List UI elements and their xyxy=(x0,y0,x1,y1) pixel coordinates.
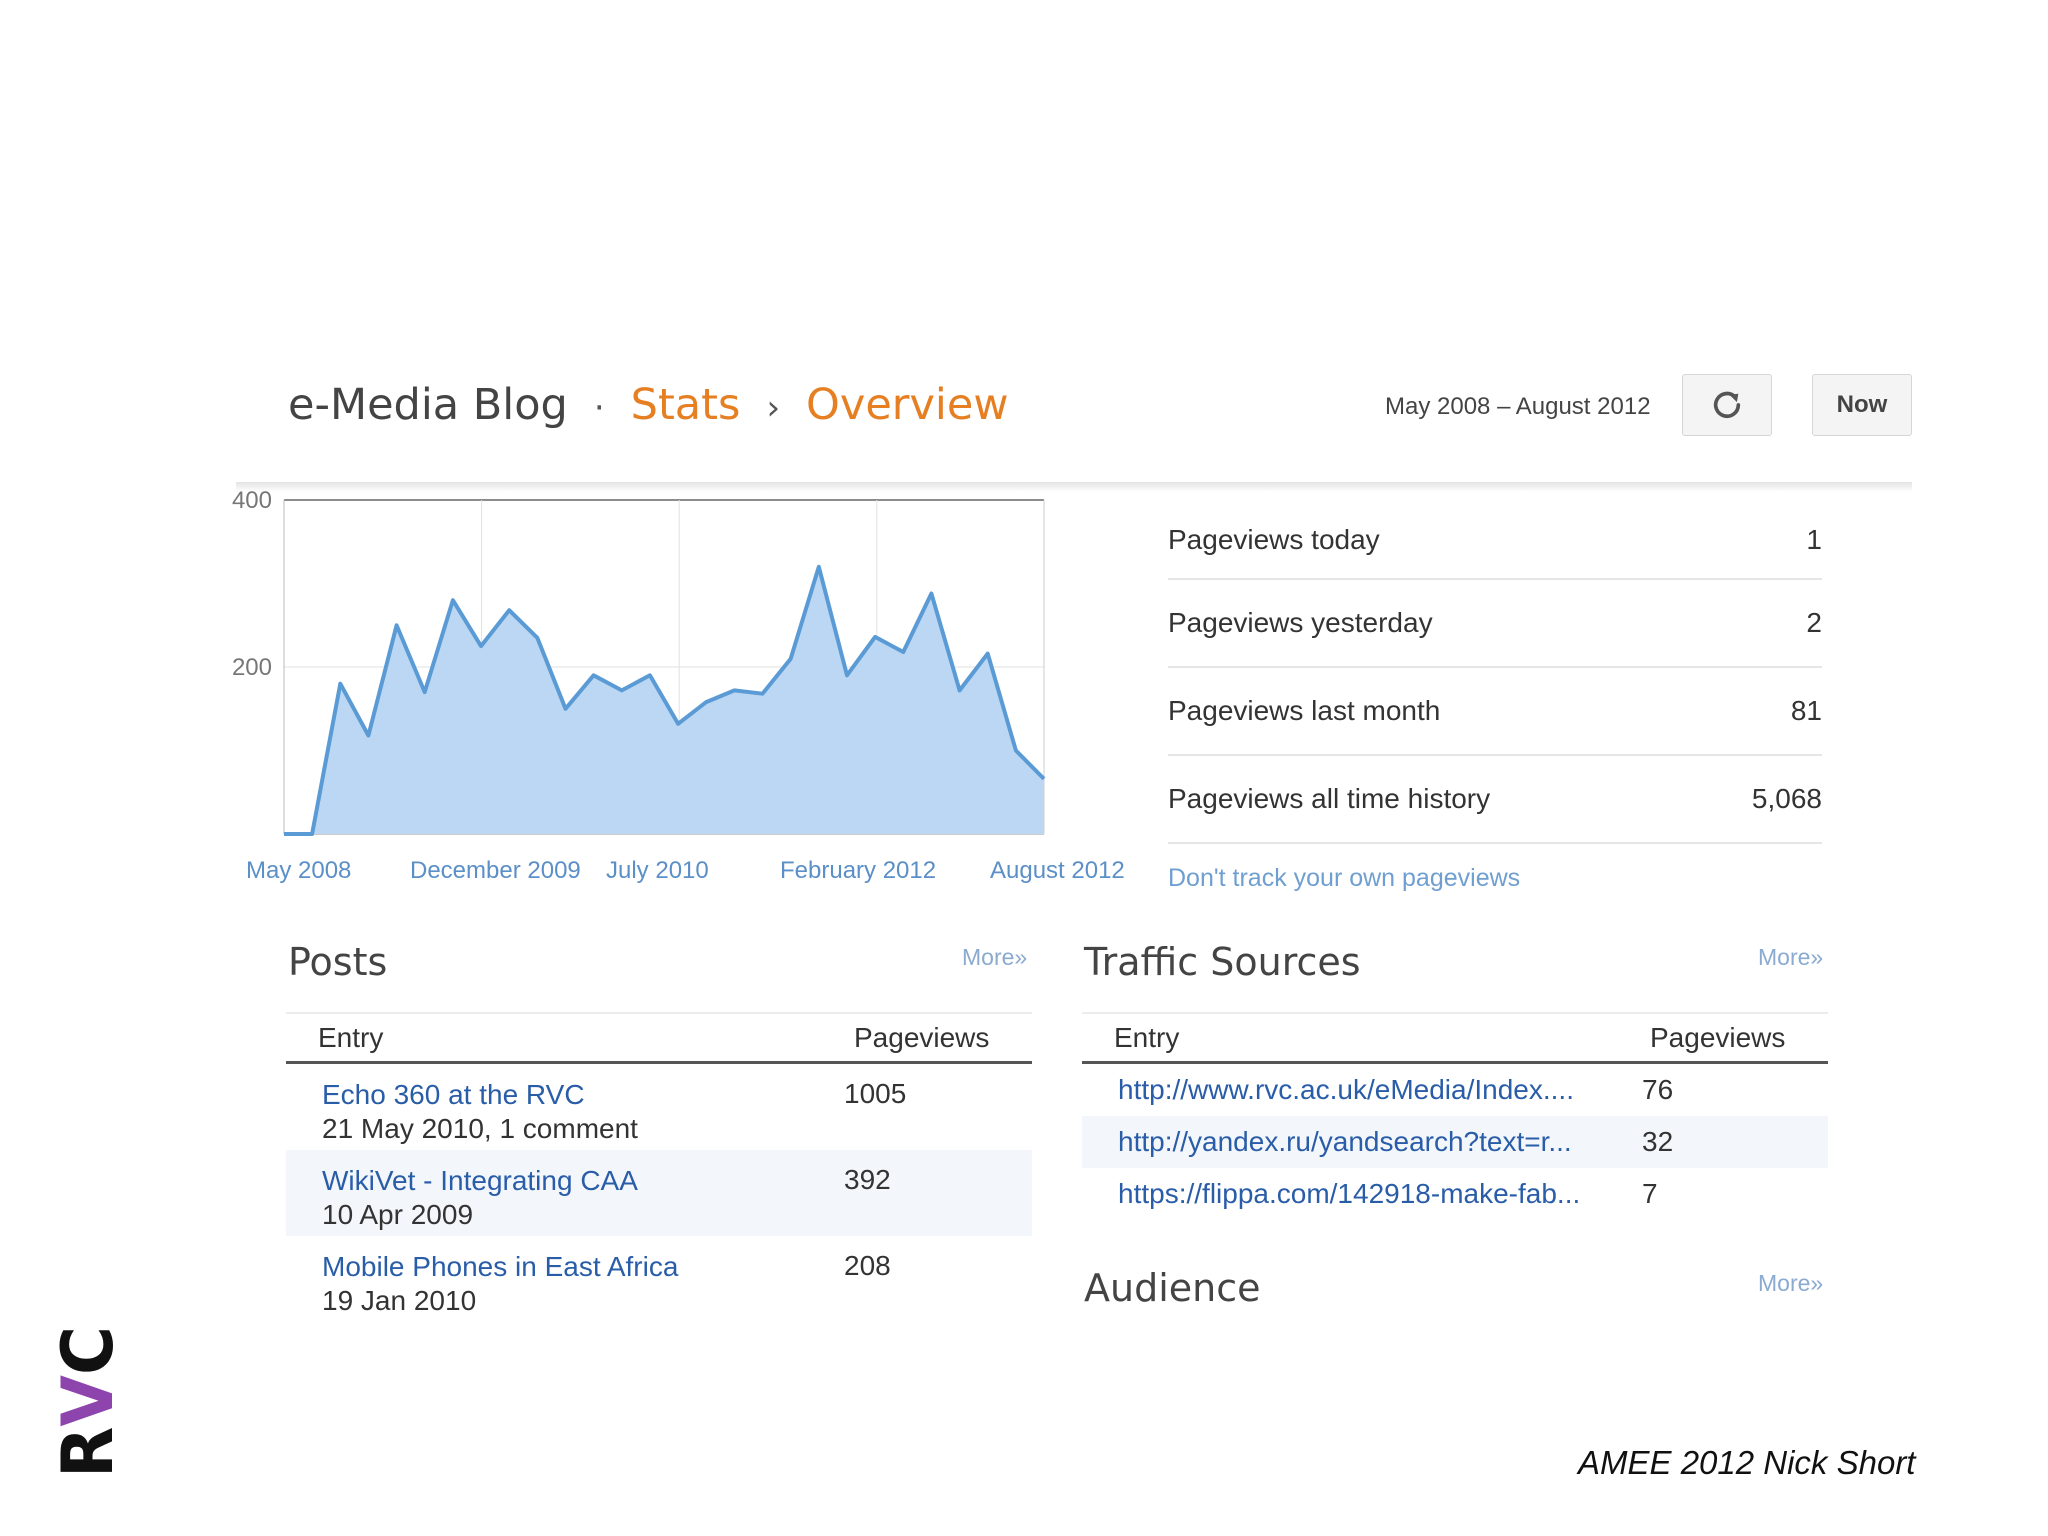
table-row: https://flippa.com/142918-make-fab... 7 xyxy=(1082,1168,1828,1220)
post-title-link[interactable]: WikiVet - Integrating CAA xyxy=(322,1165,638,1196)
stat-row-last-month: Pageviews last month 81 xyxy=(1168,668,1822,756)
traffic-source-link[interactable]: http://yandex.ru/yandsearch?text=r... xyxy=(1118,1126,1572,1157)
stat-row-yesterday: Pageviews yesterday 2 xyxy=(1168,580,1822,668)
column-header-pageviews[interactable]: Pageviews xyxy=(1650,1021,1786,1053)
stat-value: 2 xyxy=(1806,607,1822,638)
table-row: http://yandex.ru/yandsearch?text=r... 32 xyxy=(1082,1116,1828,1168)
traffic-sources-title: Traffic Sources xyxy=(1084,940,1361,984)
chart-line xyxy=(284,564,1046,836)
post-title-link[interactable]: Mobile Phones in East Africa xyxy=(322,1251,679,1282)
audience-title: Audience xyxy=(1084,1266,1261,1310)
post-meta: 21 May 2010, 1 comment xyxy=(322,1113,638,1144)
posts-table-header: Entry Pageviews xyxy=(286,1012,1032,1064)
svg-text:RVC: RVC xyxy=(52,1326,124,1478)
column-header-entry[interactable]: Entry xyxy=(318,1021,384,1053)
footer-credit: AMEE 2012 Nick Short xyxy=(1578,1444,1916,1481)
blog-name[interactable]: e-Media Blog xyxy=(288,380,568,430)
post-entry: Mobile Phones in East Africa 19 Jan 2010 xyxy=(286,1250,834,1322)
table-row: Echo 360 at the RVC 21 May 2010, 1 comme… xyxy=(286,1064,1032,1150)
column-header-entry[interactable]: Entry xyxy=(1114,1021,1180,1053)
traffic-pageviews: 7 xyxy=(1642,1178,1658,1209)
breadcrumb-overview: Overview xyxy=(806,380,1009,430)
posts-table: Entry Pageviews Echo 360 at the RVC 21 M… xyxy=(286,1012,1032,1322)
date-range[interactable]: May 2008 – August 2012 xyxy=(1385,393,1651,420)
header-divider xyxy=(236,482,1912,492)
stat-value: 5,068 xyxy=(1751,783,1822,814)
stat-label: Pageviews today xyxy=(1168,524,1380,555)
refresh-icon xyxy=(1713,391,1741,418)
breadcrumb-stats-link[interactable]: Stats xyxy=(630,380,741,430)
traffic-pageviews: 32 xyxy=(1642,1126,1674,1157)
post-pageviews: 392 xyxy=(844,1164,891,1195)
x-tick-label: July 2010 xyxy=(606,857,709,884)
breadcrumb-arrow: › xyxy=(766,388,781,428)
post-entry: Echo 360 at the RVC 21 May 2010, 1 comme… xyxy=(286,1078,834,1150)
stat-label: Pageviews yesterday xyxy=(1168,607,1433,638)
table-row: Mobile Phones in East Africa 19 Jan 2010… xyxy=(286,1236,1032,1322)
post-pageviews: 1005 xyxy=(844,1078,907,1109)
stat-value: 1 xyxy=(1806,524,1822,555)
stat-row-today: Pageviews today 1 xyxy=(1168,510,1822,580)
stat-value: 81 xyxy=(1790,695,1822,726)
pageview-stats: Pageviews today 1 Pageviews yesterday 2 … xyxy=(1168,510,1822,844)
pageviews-chart: 400 200 May 2008 December 2009 July 2010 Febr… xyxy=(232,488,1125,884)
table-row: WikiVet - Integrating CAA 10 Apr 2009 39… xyxy=(286,1150,1032,1236)
dont-track-link[interactable]: Don't track your own pageviews xyxy=(1168,864,1521,892)
stat-row-all-time: Pageviews all time history 5,068 xyxy=(1168,756,1822,844)
traffic-table: Entry Pageviews http://www.rvc.ac.uk/eMe… xyxy=(1082,1012,1828,1220)
post-meta: 19 Jan 2010 xyxy=(322,1285,477,1316)
y-tick-label: 400 xyxy=(232,488,272,514)
posts-more-link[interactable]: More» xyxy=(962,944,1028,970)
table-row: http://www.rvc.ac.uk/eMedia/Index.... 76 xyxy=(1082,1064,1828,1116)
post-title-link[interactable]: Echo 360 at the RVC xyxy=(322,1079,585,1110)
refresh-button[interactable] xyxy=(1682,374,1772,436)
now-button[interactable]: Now xyxy=(1812,374,1912,436)
x-tick-label: February 2012 xyxy=(780,857,936,884)
post-entry: WikiVet - Integrating CAA 10 Apr 2009 xyxy=(286,1164,834,1236)
breadcrumb-separator: · xyxy=(593,388,605,428)
traffic-pageviews: 76 xyxy=(1642,1074,1674,1105)
rvc-logo: RVC xyxy=(52,1326,124,1478)
stat-label: Pageviews all time history xyxy=(1168,783,1491,814)
x-tick-label: May 2008 xyxy=(246,857,351,884)
post-meta: 10 Apr 2009 xyxy=(322,1199,474,1230)
breadcrumb: e-Media Blog · Stats › Overview xyxy=(288,380,1009,440)
x-tick-label: August 2012 xyxy=(990,857,1125,884)
traffic-source-link[interactable]: https://flippa.com/142918-make-fab... xyxy=(1118,1178,1581,1209)
traffic-more-link[interactable]: More» xyxy=(1758,944,1824,970)
stat-label: Pageviews last month xyxy=(1168,695,1441,726)
post-pageviews: 208 xyxy=(844,1250,891,1281)
posts-title: Posts xyxy=(288,940,388,984)
traffic-table-header: Entry Pageviews xyxy=(1082,1012,1828,1064)
traffic-source-link[interactable]: http://www.rvc.ac.uk/eMedia/Index.... xyxy=(1118,1074,1574,1105)
audience-more-link[interactable]: More» xyxy=(1758,1270,1824,1296)
column-header-pageviews[interactable]: Pageviews xyxy=(854,1021,990,1053)
y-tick-label: 200 xyxy=(232,654,272,681)
x-tick-label: December 2009 xyxy=(410,857,581,884)
